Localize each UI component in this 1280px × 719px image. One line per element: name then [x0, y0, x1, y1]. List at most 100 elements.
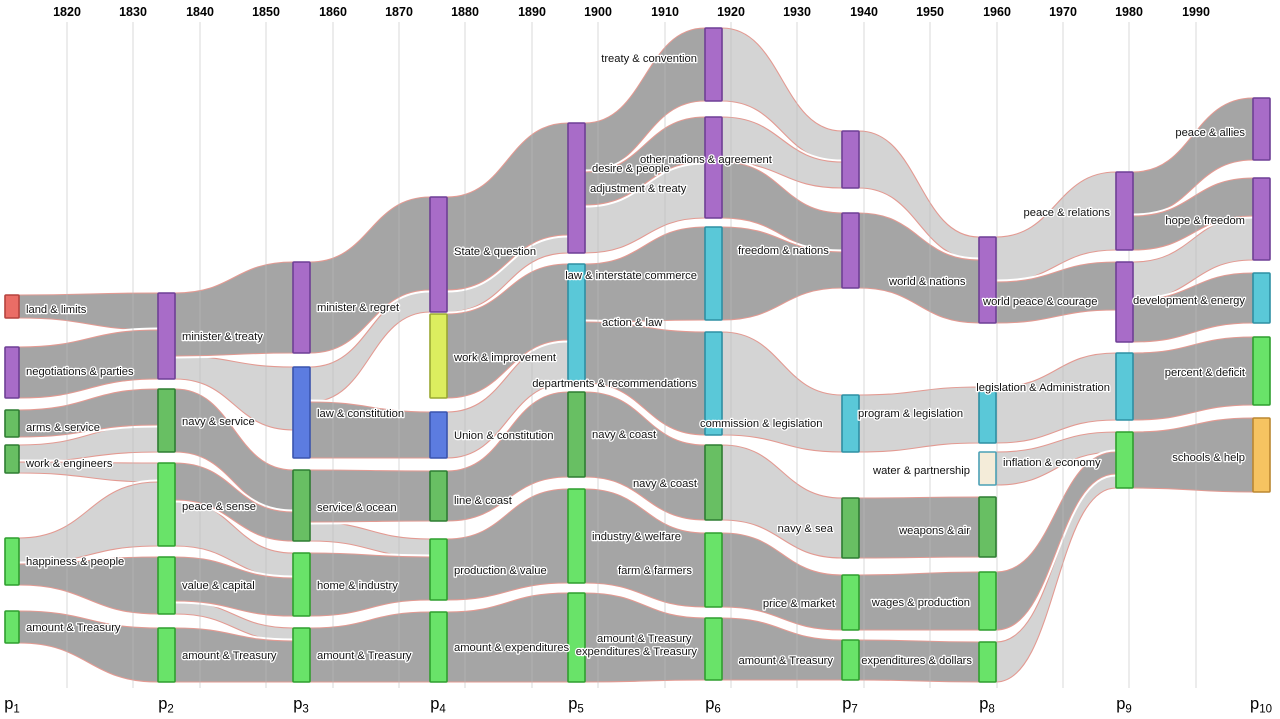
- topic-node[interactable]: [429, 313, 448, 399]
- topic-node[interactable]: [4, 346, 20, 399]
- topic-node[interactable]: [429, 411, 448, 459]
- topic-node[interactable]: [429, 196, 448, 313]
- year-tick-label: 1900: [584, 5, 612, 19]
- topic-node[interactable]: [704, 27, 723, 102]
- topic-node[interactable]: [1252, 177, 1271, 261]
- topic-label: treaty & convention: [601, 53, 697, 65]
- flow-ribbon[interactable]: [309, 469, 431, 523]
- year-tick-label: 1870: [385, 5, 413, 19]
- topic-node[interactable]: [1252, 97, 1271, 161]
- topic-label: navy & service: [182, 416, 255, 428]
- topic-label: farm & farmers: [618, 565, 692, 577]
- topic-node[interactable]: [1115, 352, 1134, 421]
- topic-label: inflation & economy: [1003, 457, 1101, 469]
- topic-label: other nations & agreement: [640, 154, 773, 166]
- label-layer: land & limits negotiations & parties arms …: [24, 52, 1247, 669]
- node-layer: [4, 27, 1271, 683]
- topic-label: amount & expenditures: [454, 642, 569, 654]
- topic-node[interactable]: [567, 391, 586, 478]
- topic-node[interactable]: [841, 574, 860, 631]
- topic-node[interactable]: [157, 556, 176, 615]
- topic-label: negotiations & parties: [26, 366, 134, 378]
- topic-node[interactable]: [292, 552, 311, 617]
- topic-label: water & partnership: [872, 465, 970, 477]
- topic-node[interactable]: [292, 366, 311, 459]
- topic-node[interactable]: [1252, 417, 1271, 493]
- topic-node[interactable]: [292, 261, 311, 354]
- topic-label: desire & people: [592, 163, 670, 175]
- topic-label: action & law: [602, 317, 663, 329]
- topic-node[interactable]: [841, 639, 860, 681]
- year-tick-label: 1820: [53, 5, 81, 19]
- topic-node[interactable]: [4, 294, 20, 319]
- topic-label: amount & Treasury: [182, 650, 277, 662]
- topic-node[interactable]: [157, 627, 176, 683]
- topic-node[interactable]: [4, 610, 20, 644]
- topic-label: program & legislation: [858, 408, 963, 420]
- topic-label: development & energy: [1133, 295, 1245, 307]
- topic-node[interactable]: [978, 641, 997, 683]
- topic-label: land & limits: [26, 304, 87, 316]
- period-label: p7: [842, 695, 858, 716]
- year-tick-label: 1890: [518, 5, 546, 19]
- period-label: p6: [705, 695, 721, 716]
- topic-node[interactable]: [704, 116, 723, 219]
- topic-node[interactable]: [157, 292, 176, 380]
- topic-node[interactable]: [567, 122, 586, 254]
- topic-node[interactable]: [704, 444, 723, 521]
- topic-node[interactable]: [704, 331, 723, 436]
- topic-label: line & coast: [454, 495, 513, 507]
- topic-node[interactable]: [704, 532, 723, 608]
- topic-node[interactable]: [841, 497, 860, 559]
- topic-label: arms & service: [26, 422, 100, 434]
- topic-node[interactable]: [4, 537, 20, 586]
- topic-node[interactable]: [841, 130, 860, 189]
- topic-label: peace & sense: [182, 501, 256, 513]
- year-tick-label: 1950: [916, 5, 944, 19]
- topic-node[interactable]: [429, 611, 448, 683]
- topic-node[interactable]: [978, 451, 997, 486]
- topic-node[interactable]: [157, 388, 176, 453]
- topic-node[interactable]: [1115, 171, 1134, 251]
- topic-label: industry & welfare: [592, 531, 681, 543]
- topic-node[interactable]: [704, 226, 723, 321]
- topic-node[interactable]: [1252, 336, 1271, 406]
- year-tick-label: 1860: [319, 5, 347, 19]
- topic-node[interactable]: [841, 212, 860, 289]
- topic-node[interactable]: [429, 470, 448, 522]
- topic-node[interactable]: [157, 462, 176, 547]
- topic-label: adjustment & treaty: [590, 183, 687, 195]
- topic-label: work & improvement: [453, 352, 557, 364]
- topic-node[interactable]: [1115, 431, 1134, 489]
- topic-node[interactable]: [978, 571, 997, 631]
- topic-node[interactable]: [429, 538, 448, 601]
- topic-node[interactable]: [978, 386, 997, 444]
- period-label: p3: [293, 695, 309, 716]
- topic-node[interactable]: [1252, 272, 1271, 324]
- topic-label: wages & production: [871, 597, 970, 609]
- topic-node[interactable]: [292, 469, 311, 542]
- period-label: p8: [979, 695, 995, 716]
- topic-label: amount & Treasury: [26, 622, 121, 634]
- topic-label: world & nations: [888, 276, 966, 288]
- topic-label: minister & treaty: [182, 331, 263, 343]
- topic-label: expenditures & dollars: [861, 655, 972, 667]
- topic-node[interactable]: [567, 263, 586, 384]
- topic-node[interactable]: [978, 236, 997, 324]
- topic-node[interactable]: [4, 409, 20, 438]
- topic-node[interactable]: [1115, 261, 1134, 343]
- topic-node[interactable]: [978, 496, 997, 558]
- topic-node[interactable]: [567, 592, 586, 683]
- year-tick-label: 1910: [651, 5, 679, 19]
- topic-node[interactable]: [567, 488, 586, 584]
- topic-label: world peace & courage: [982, 296, 1097, 308]
- year-tick-label: 1880: [451, 5, 479, 19]
- topic-node[interactable]: [292, 627, 311, 683]
- topic-label: percent & deficit: [1165, 367, 1246, 379]
- topic-node[interactable]: [704, 617, 723, 681]
- year-tick-label: 1980: [1115, 5, 1143, 19]
- topic-node[interactable]: [841, 394, 860, 453]
- topic-node[interactable]: [4, 444, 20, 474]
- topic-label: amount & Treasury: [738, 655, 833, 667]
